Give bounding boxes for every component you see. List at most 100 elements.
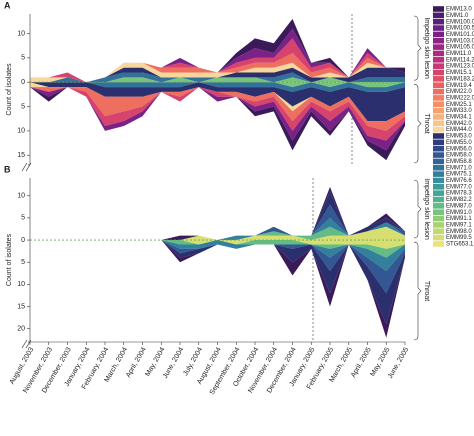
legend-swatch: [433, 190, 444, 196]
legend-label: EMM13.0: [446, 7, 472, 13]
legend-swatch: [433, 222, 444, 228]
legend-swatch: [433, 25, 444, 31]
bracket: [413, 83, 422, 164]
y-tick-label: 15: [17, 303, 25, 310]
legend-label: EMM78.3: [446, 191, 472, 197]
legend-swatch: [433, 57, 444, 63]
legend-label: EMM34.1: [446, 115, 472, 121]
bracket: [413, 241, 422, 341]
legend-label: EMM123.0: [446, 64, 474, 70]
legend-swatch: [433, 37, 444, 44]
legend-swatch: [433, 152, 444, 158]
legend-swatch: [433, 126, 444, 133]
bracket: [413, 179, 422, 239]
legend-swatch: [433, 76, 444, 82]
legend-label: EMM58.8: [446, 159, 472, 165]
legend-swatch: [433, 209, 444, 215]
bracket: [413, 15, 422, 81]
bracket-label: Impetigo skin lesion: [423, 17, 430, 79]
legend-swatch: [433, 120, 444, 127]
y-tick-label: 0: [21, 237, 25, 244]
legend-label: EMM33.0: [446, 108, 472, 114]
bracket-label: Impetigo skin lesion: [423, 178, 430, 240]
y-tick-label: 20: [17, 326, 25, 333]
legend-label: EMM97.1: [446, 222, 472, 228]
legend-swatch: [433, 31, 444, 38]
legend-label: EMM15.1: [446, 70, 472, 76]
legend-label: EMM103.0: [446, 38, 474, 44]
stream-area: [30, 52, 405, 83]
y-axis-label: Count of isolates: [6, 233, 13, 286]
legend-swatch: [433, 18, 444, 25]
legend-label: EMM99.5: [446, 235, 472, 241]
legend-label: EMM1.0: [446, 13, 469, 19]
y-tick-label: 10: [17, 281, 25, 288]
legend-label: EMM91.0: [446, 210, 472, 216]
legend-label: EMM77.0: [446, 184, 472, 190]
legend-label: EMM87.0: [446, 203, 472, 209]
legend-swatch: [433, 203, 444, 209]
legend-label: EMM58.0: [446, 153, 472, 159]
legend-swatch: [433, 196, 444, 203]
stream-area: [30, 82, 405, 88]
legend-label: EMM76.6: [446, 178, 472, 184]
legend-label: EMM82.2: [446, 197, 472, 203]
stream-area: [30, 240, 405, 325]
legend-swatch: [433, 50, 444, 57]
legend-swatch: [433, 95, 444, 101]
legend-swatch: [433, 107, 444, 114]
legend-label: EMM100.5: [446, 26, 474, 32]
y-tick-label: 5: [21, 103, 25, 110]
stream-area: [30, 87, 405, 151]
stream-area: [30, 186, 405, 241]
legend-label: EMM222.0: [446, 95, 474, 101]
legend-label: EMM56.0: [446, 146, 472, 152]
y-tick-label: 10: [17, 30, 25, 37]
legend-label: EMM91.1: [446, 216, 472, 222]
legend-swatch: [433, 139, 444, 146]
panel-label: B: [4, 164, 11, 174]
legend-label: EMM42.0: [446, 121, 472, 127]
legend-label: EMM19.4: [446, 83, 472, 89]
legend-swatch: [433, 44, 444, 50]
stream-area: [30, 87, 405, 131]
stream-area: [30, 38, 405, 83]
legend-label: EMM11.0: [446, 51, 472, 57]
legend-label: EMM101.0: [446, 32, 474, 38]
y-tick-label: 10: [17, 128, 25, 135]
legend-label: EMM25.1: [446, 102, 472, 108]
legend-swatch: [433, 171, 444, 177]
stream-area: [30, 82, 405, 122]
legend-label: EMM114.2: [446, 57, 474, 63]
legend-label: EMM53.0: [446, 134, 472, 140]
panel-label: A: [4, 0, 11, 10]
legend-swatch: [433, 184, 444, 190]
legend-swatch: [433, 12, 444, 19]
stream-area: [30, 240, 405, 338]
legend-label: EMM98.0: [446, 229, 472, 235]
stream-area: [30, 240, 405, 294]
legend-swatch: [433, 133, 444, 139]
legend-label: EMM75.1: [446, 172, 472, 178]
stream-area: [30, 240, 405, 272]
stream-area: [30, 240, 405, 249]
legend-swatch: [433, 69, 444, 76]
legend-label: EMM71.0: [446, 165, 472, 171]
y-tick-label: 5: [21, 55, 25, 62]
legend-swatch: [433, 241, 444, 247]
legend-swatch: [433, 82, 444, 88]
legend-swatch: [433, 234, 444, 241]
y-tick-label: 5: [21, 215, 25, 222]
legend-label: EMM183.2: [446, 76, 474, 82]
stream-area: [30, 226, 405, 241]
y-axis-label: Count of isolates: [6, 63, 13, 116]
legend-label: EMM105.0: [446, 45, 474, 51]
y-tick-label: 10: [17, 193, 25, 200]
legend-swatch: [433, 177, 444, 184]
legend-swatch: [433, 63, 444, 69]
bracket-label: Throat: [423, 113, 430, 133]
legend-label: EMM22.0: [446, 89, 472, 95]
legend-label: EMM100.0: [446, 19, 474, 25]
axis-break: [21, 162, 32, 172]
